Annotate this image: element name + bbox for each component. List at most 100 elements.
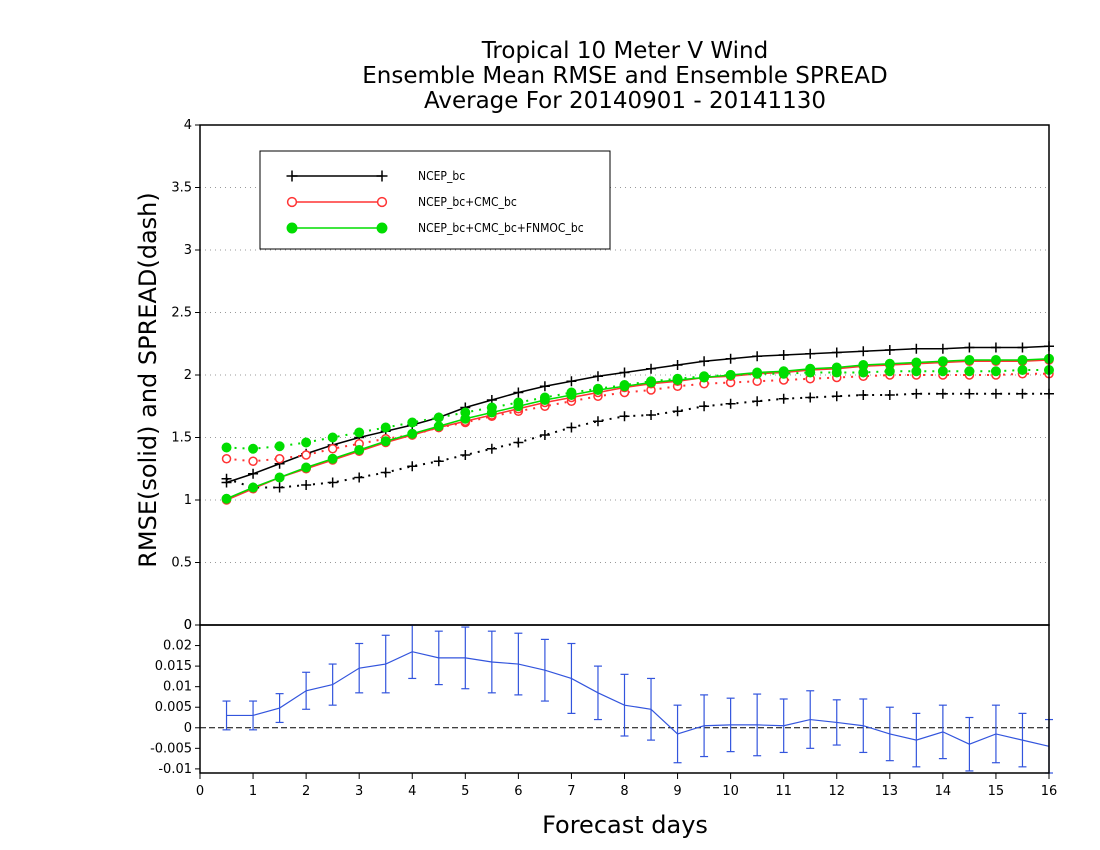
chart-title-line-1: Tropical 10 Meter V Wind [481, 38, 768, 64]
diff-y-tick-label-7: -0.01 [158, 762, 192, 777]
series-2-rmse-point-14 [592, 385, 603, 395]
series-2-rmse-point-12 [539, 395, 550, 405]
x-tick-label-4: 4 [408, 784, 416, 799]
series-0-spread-point-7 [407, 461, 418, 472]
series-2-rmse-point-18 [699, 372, 710, 383]
x-tick-label-11: 11 [775, 784, 792, 799]
series-0-spread-point-30 [1017, 388, 1028, 399]
series-0-rmse-point-1 [248, 468, 259, 479]
series-2-rmse-point-25 [884, 358, 895, 369]
x-axis-ticks: 0 1 2 3 4 5 6 7 8 9 10 11 12 13 14 15 16 [196, 773, 1057, 799]
main-y-tick-label-8: 4 [184, 118, 192, 133]
series-0-spread-point-18 [699, 401, 710, 412]
series-2-rmse-point-3 [301, 462, 312, 473]
series-0-spread-point-25 [884, 390, 895, 400]
x-tick-label-6: 6 [514, 784, 522, 799]
series-0-spread-point-29 [990, 388, 1001, 399]
series-0-rmse-point-28 [964, 342, 975, 353]
series-0-spread-point-4 [327, 477, 338, 488]
main-y-tick-label-5: 2.5 [171, 306, 192, 321]
series-0-rmse-point-27 [937, 343, 948, 354]
series-2-rmse-point-9 [460, 413, 471, 424]
x-tick-label-14: 14 [935, 784, 952, 799]
series-2-rmse-point-19 [725, 370, 736, 380]
series-2-spread-point-30 [1017, 365, 1028, 375]
diff-line [226, 651, 1050, 747]
series-0-rmse-point-23 [831, 347, 842, 358]
legend-marker-right-0 [376, 170, 388, 182]
series-0-spread-point-21 [778, 393, 789, 404]
legend-marker-left-2 [286, 222, 298, 234]
series-0-rmse-point-11 [513, 387, 524, 398]
series-0-rmse-point-30 [1017, 342, 1028, 353]
series-2-spread-point-27 [937, 366, 948, 377]
series-2-rmse-point-2 [274, 472, 285, 483]
y-axis-label: RMSE(solid) and SPREAD(dash) [134, 192, 162, 568]
diff-axis-ticks: 0 0.02 0.015 0.01 0.005 0 -0.005 -0.01 [150, 618, 200, 777]
series-2-rmse-point-22 [805, 363, 816, 374]
x-tick-label-16: 16 [1041, 784, 1058, 799]
series-2-spread-point-4 [327, 432, 338, 443]
legend-box [259, 150, 611, 250]
chart-title-group: Tropical 10 Meter V Wind Ensemble Mean R… [362, 38, 887, 114]
main-y-tick-label-1: 0.5 [171, 556, 192, 571]
series-0-rmse-point-19 [725, 353, 736, 364]
main-y-tick-label-4: 2 [184, 368, 192, 383]
series-0-spread-point-14 [592, 416, 603, 427]
series-2-rmse-point-16 [646, 377, 657, 388]
series-0-spread-point-5 [354, 472, 365, 483]
x-tick-label-1: 1 [249, 784, 257, 799]
legend-marker-left-1 [286, 196, 298, 208]
series-0-spread-point-19 [725, 398, 736, 409]
series-0-spread-point-3 [301, 480, 312, 490]
x-tick-label-7: 7 [567, 784, 575, 799]
series-0-spread-point-22 [805, 392, 816, 403]
series-0-rmse-point-18 [699, 356, 710, 367]
main-axis-ticks: 0 0.5 1 1.5 2 2.5 3 3.5 4 [171, 118, 200, 633]
legend-marker-right-1 [376, 196, 388, 208]
series-2-rmse-point-1 [248, 482, 259, 493]
series-2-spread-point-5 [354, 427, 365, 438]
diff-y-tick-label-5: 0 [184, 721, 192, 736]
x-tick-label-8: 8 [620, 784, 628, 799]
diff-y-tick-label-4: 0.005 [155, 700, 192, 715]
series-2-spread-point-7 [407, 417, 418, 428]
series-2-spread-point-3 [301, 437, 312, 448]
main-y-tick-label-0: 0 [184, 618, 192, 633]
series-2-rmse-point-21 [778, 366, 789, 377]
series-0-rmse-point-12 [539, 381, 550, 392]
series-0-rmse-point-0 [221, 477, 232, 488]
series-2-spread-point-28 [964, 366, 975, 377]
series-0-spread-point-28 [964, 388, 975, 399]
series-0-rmse-point-16 [646, 363, 657, 374]
x-tick-label-5: 5 [461, 784, 469, 799]
series-0-rmse-point-14 [592, 371, 603, 382]
series-0-rmse-point-13 [566, 376, 577, 387]
series-2-rmse-point-13 [566, 390, 577, 400]
series-0-spread-point-12 [539, 430, 550, 440]
series-2-spread-point-26 [911, 366, 922, 377]
x-axis-label: Forecast days [542, 811, 708, 839]
series-0-spread-point-13 [566, 422, 577, 433]
series-1-spread-point-4 [327, 444, 338, 454]
series-2-spread-point-1 [248, 443, 259, 454]
series-0-spread-point-6 [380, 467, 391, 478]
series-0-spread-point-17 [672, 406, 683, 417]
series-2-rmse-point-27 [937, 356, 948, 367]
series-0-spread-point-20 [752, 396, 763, 407]
series-2-rmse-point-26 [911, 357, 922, 368]
series-0-spread-point-27 [937, 388, 948, 399]
legend-label-2: NCEP_bc+CMC_bc+FNMOC_bc [418, 221, 584, 235]
series-2-rmse-point-17 [672, 375, 683, 385]
series-2-rmse-point-4 [327, 453, 338, 464]
x-tick-label-12: 12 [828, 784, 845, 799]
series-1-spread-point-3 [301, 450, 311, 460]
series-2-rmse-point-24 [858, 360, 869, 370]
x-tick-label-0: 0 [196, 784, 204, 799]
series-0-spread-point-24 [858, 390, 869, 400]
series-2-spread-point-6 [380, 422, 391, 433]
series-2-rmse-point-28 [964, 355, 975, 365]
series-0-rmse-point-21 [778, 350, 789, 360]
diff-y-tick-label-0: 0 [184, 618, 192, 633]
